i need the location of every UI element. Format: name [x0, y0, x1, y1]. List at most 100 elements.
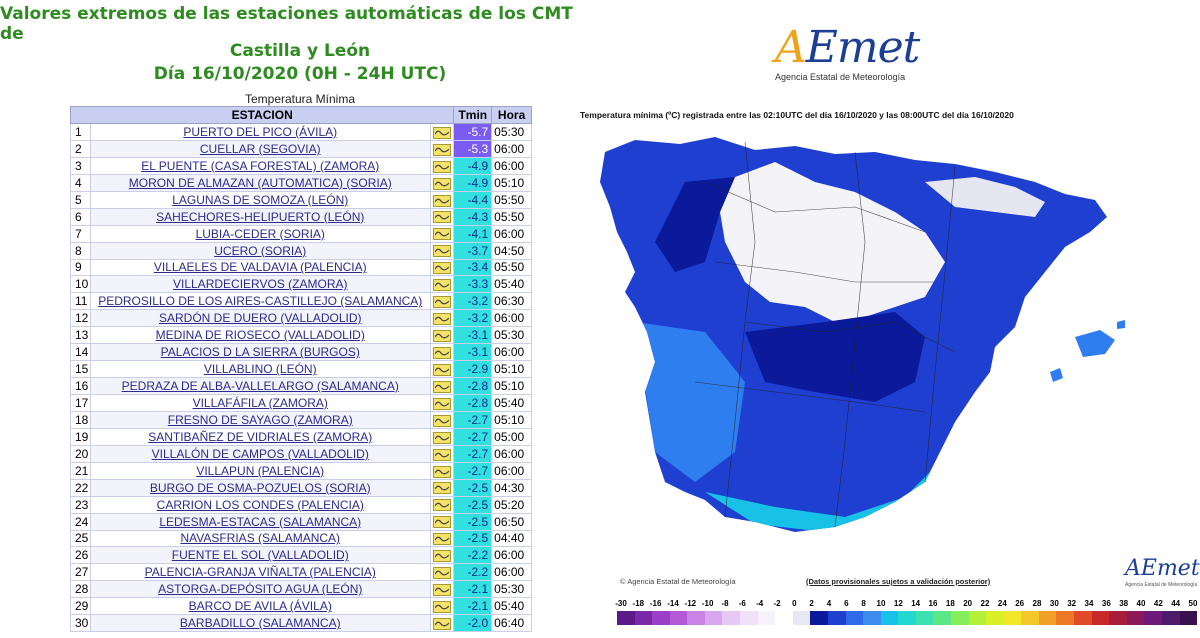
- graph-icon[interactable]: [432, 414, 451, 427]
- graph-icon[interactable]: [432, 533, 451, 546]
- station-link[interactable]: PALACIOS D LA SIERRA (BURGOS): [160, 345, 360, 360]
- station-link[interactable]: MORON DE ALMAZAN (AUTOMATICA) (SORIA): [128, 175, 392, 190]
- station-link[interactable]: PUERTO DEL PICO (ÁVILA): [183, 124, 338, 139]
- graph-icon[interactable]: [432, 245, 451, 258]
- station-link[interactable]: LEDESMA-ESTACAS (SALAMANCA): [159, 514, 362, 529]
- station-link[interactable]: UCERO (SORIA): [214, 243, 307, 258]
- hora-value: 05:10: [491, 360, 532, 379]
- hora-value: 05:30: [491, 326, 532, 345]
- graph-icon[interactable]: [432, 550, 451, 563]
- graph-icon[interactable]: [432, 601, 451, 614]
- station-cell: PUERTO DEL PICO (ÁVILA): [89, 123, 431, 141]
- graph-icon[interactable]: [432, 617, 451, 630]
- graph-icon[interactable]: [432, 228, 451, 241]
- graph-icon[interactable]: [432, 346, 451, 359]
- station-cell: FRESNO DE SAYAGO (ZAMORA): [89, 410, 431, 429]
- station-link[interactable]: SARDÓN DE DUERO (VALLADOLID): [159, 311, 362, 326]
- scale-color-step: [1161, 611, 1180, 625]
- tmin-value: -2.5: [453, 495, 493, 514]
- scale-tick-label: -14: [667, 599, 679, 608]
- station-cell: SANTIBAÑEZ DE VIDRIALES (ZAMORA): [89, 427, 431, 446]
- station-link[interactable]: CUELLAR (SEGOVIA): [199, 141, 321, 156]
- scale-tick-label: 28: [1032, 599, 1042, 608]
- station-link[interactable]: NAVASFRIAS (SALAMANCA): [180, 531, 341, 546]
- graph-icon[interactable]: [432, 194, 451, 207]
- graph-icon[interactable]: [432, 584, 451, 597]
- graph-icon[interactable]: [432, 363, 451, 376]
- station-link[interactable]: CARRION LOS CONDES (PALENCIA): [156, 497, 364, 512]
- station-link[interactable]: VILLABLINO (LEÓN): [203, 362, 317, 377]
- row-number: 10: [70, 275, 91, 294]
- graph-icon[interactable]: [432, 211, 451, 224]
- station-link[interactable]: LAGUNAS DE SOMOZA (LEÓN): [172, 192, 349, 207]
- station-link[interactable]: SAHECHORES-HELIPUERTO (LEÓN): [156, 209, 365, 224]
- station-link[interactable]: FRESNO DE SAYAGO (ZAMORA): [167, 412, 353, 427]
- table-row: 12 SARDÓN DE DUERO (VALLADOLID) -3.2 06:00: [70, 309, 532, 328]
- table-row: 27 PALENCIA-GRANJA VIÑALTA (PALENCIA) -2.2…: [70, 563, 532, 582]
- graph-icon[interactable]: [432, 567, 451, 580]
- station-link[interactable]: ASTORGA-DEPÓSITO AGUA (LEÓN): [158, 582, 363, 597]
- temperature-color-scale: -30 -18 -16 -14 -12 -10 -8 -6 -4 -2 0 2 4 6 8 10 12 14 16 1…: [615, 599, 1197, 629]
- graph-icon[interactable]: [432, 279, 451, 292]
- graph-icon[interactable]: [432, 448, 451, 461]
- scale-tick-label: 40: [1136, 599, 1146, 608]
- station-link[interactable]: SANTIBAÑEZ DE VIDRIALES (ZAMORA): [148, 429, 373, 444]
- tmin-value: -2.5: [453, 529, 493, 548]
- graph-icon[interactable]: [432, 330, 451, 343]
- scale-tick-label: 0: [792, 599, 797, 608]
- hora-value: 06:00: [491, 461, 532, 480]
- station-link[interactable]: MEDINA DE RIOSECO (VALLADOLID): [155, 328, 365, 343]
- graph-icon[interactable]: [432, 160, 451, 173]
- station-cell: PEDRAZA DE ALBA-VALLELARGO (SALAMANCA): [89, 377, 431, 395]
- graph-icon[interactable]: [432, 431, 451, 444]
- station-link[interactable]: BARBADILLO (SALAMANCA): [179, 616, 341, 631]
- station-link[interactable]: EL PUENTE (CASA FORESTAL) (ZAMORA): [141, 158, 380, 173]
- graph-icon[interactable]: [432, 380, 451, 393]
- station-link[interactable]: FUENTE EL SOL (VALLADOLID): [171, 548, 349, 563]
- hora-value: 06:50: [491, 512, 532, 531]
- scale-color-step: [1109, 611, 1127, 625]
- hora-value: 04:50: [491, 241, 532, 260]
- tmin-value: -2.2: [453, 563, 493, 582]
- graph-icon[interactable]: [432, 177, 451, 190]
- station-cell: LAGUNAS DE SOMOZA (LEÓN): [89, 190, 431, 209]
- graph-icon[interactable]: [432, 397, 451, 410]
- scale-tick-label: 26: [1015, 599, 1025, 608]
- hora-value: 06:40: [491, 614, 532, 633]
- graph-icon[interactable]: [432, 465, 451, 478]
- station-link[interactable]: PEDRAZA DE ALBA-VALLELARGO (SALAMANCA): [121, 379, 399, 394]
- station-link[interactable]: LUBIA-CEDER (SORIA): [195, 226, 325, 241]
- station-link[interactable]: VILLAPUN (PALENCIA): [196, 463, 325, 478]
- graph-icon[interactable]: [432, 296, 451, 309]
- graph-icon[interactable]: [432, 499, 451, 512]
- hora-value: 06:00: [491, 444, 532, 463]
- hora-value: 06:30: [491, 292, 532, 311]
- scale-tick-label: 24: [997, 599, 1007, 608]
- station-cell: SAHECHORES-HELIPUERTO (LEÓN): [89, 207, 431, 226]
- hora-value: 05:50: [491, 258, 532, 277]
- graph-icon[interactable]: [432, 313, 451, 326]
- graph-icon[interactable]: [432, 482, 451, 495]
- station-link[interactable]: PEDROSILLO DE LOS AIRES-CASTILLEJO (SALA…: [98, 294, 423, 309]
- scale-tick-label: 4: [826, 599, 832, 608]
- station-link[interactable]: VILLARDECIERVOS (ZAMORA): [173, 277, 348, 292]
- station-link[interactable]: BARCO DE AVILA (ÁVILA): [188, 599, 332, 614]
- scale-tick-label: -6: [738, 599, 746, 608]
- station-link[interactable]: VILLALÓN DE CAMPOS (VALLADOLID): [151, 446, 369, 461]
- station-link[interactable]: VILLAELES DE VALDAVIA (PALENCIA): [153, 260, 367, 275]
- graph-icon[interactable]: [432, 262, 451, 275]
- graph-icon[interactable]: [432, 143, 451, 156]
- row-number: 24: [70, 512, 91, 531]
- graph-icon[interactable]: [432, 516, 451, 529]
- hora-value: 05:30: [491, 123, 532, 141]
- scale-color-step: [687, 611, 705, 625]
- station-link[interactable]: PALENCIA-GRANJA VIÑALTA (PALENCIA): [144, 565, 376, 580]
- graph-icon-cell: [429, 139, 455, 158]
- station-link[interactable]: VILLAFÁFILA (ZAMORA): [192, 395, 328, 410]
- hora-value: 06:00: [491, 343, 532, 362]
- scale-color-step: [1091, 611, 1110, 625]
- scale-color-step: [810, 611, 828, 625]
- graph-icon[interactable]: [432, 126, 451, 139]
- station-link[interactable]: BURGO DE OSMA-POZUELOS (SORIA): [149, 480, 371, 495]
- scale-tick-label: -18: [632, 599, 645, 608]
